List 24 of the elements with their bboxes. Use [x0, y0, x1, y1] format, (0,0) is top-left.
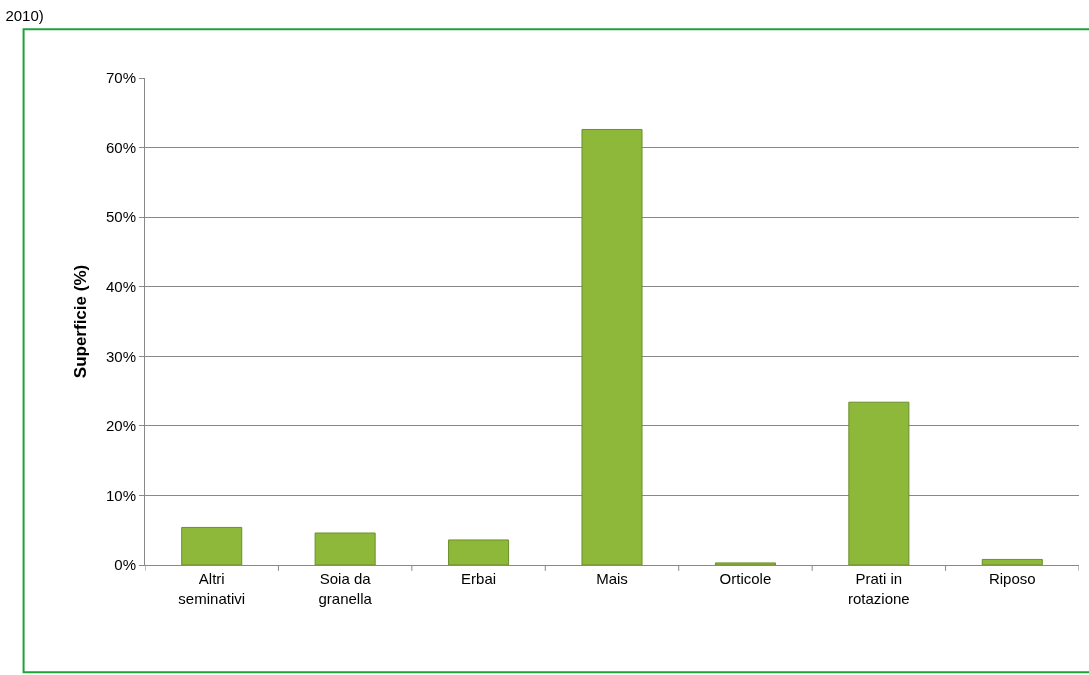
bar [714, 562, 776, 565]
y-tick-label: 30% [105, 347, 136, 365]
bar [181, 526, 243, 565]
y-tick-label: 50% [105, 208, 136, 226]
y-tick-label: 70% [105, 69, 136, 87]
bar [581, 128, 643, 565]
y-tick-label: 60% [105, 138, 136, 156]
x-tick-label: Riposo [988, 570, 1036, 587]
y-tick-label: 20% [105, 417, 136, 435]
bar [981, 558, 1043, 565]
x-tick-label: Mais [596, 570, 628, 587]
x-tick-label: Erbai [461, 570, 497, 587]
bar [848, 401, 910, 565]
text: 2010) [5, 6, 44, 24]
x-tick-label: Soia da granella [318, 570, 373, 607]
bar [314, 532, 376, 565]
x-tick-label: Altri seminativi [178, 570, 246, 607]
x-tick-label: Orticole [719, 570, 772, 587]
y-tick-label: 10% [105, 486, 136, 504]
y-tick-label: 0% [114, 556, 136, 574]
y-tick-label: 40% [105, 277, 136, 295]
bar [448, 539, 510, 565]
x-tick-label: Prati in rotazione [848, 570, 910, 607]
y-axis-title: Superficie (%) [70, 264, 90, 379]
